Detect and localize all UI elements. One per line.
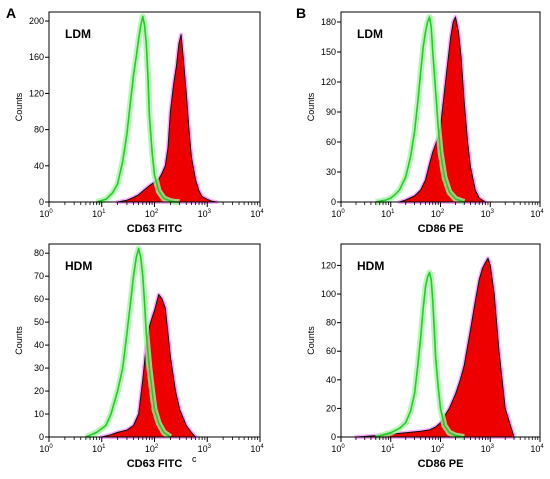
- x-tick-exponent: 1: [391, 209, 395, 215]
- y-axis-label: Counts: [14, 92, 24, 121]
- x-tick-label: 102: [431, 444, 445, 454]
- x-tick-label: 103: [198, 209, 212, 219]
- x-tick-exponent: 4: [260, 444, 264, 450]
- x-tick-label: 102: [145, 209, 159, 219]
- y-tick-label: 50: [34, 317, 44, 327]
- x-tick-exponent: 1: [102, 444, 106, 450]
- x-tick-label: 104: [250, 444, 264, 454]
- y-tick-label: 80: [326, 318, 336, 328]
- x-tick-label: 100: [331, 444, 345, 454]
- x-tick-exponent: 4: [540, 444, 544, 450]
- sample-label: HDM: [357, 259, 384, 273]
- x-tick-exponent: 4: [260, 209, 264, 215]
- x-tick-exponent: 3: [491, 444, 495, 450]
- x-tick-label: 104: [530, 209, 544, 219]
- control-histogram: [375, 271, 465, 438]
- x-tick-label: 104: [250, 209, 264, 219]
- x-tick-label: 103: [481, 444, 495, 454]
- y-tick-label: 120: [29, 88, 44, 98]
- x-tick-label: 101: [92, 444, 106, 454]
- control-histogram: [375, 16, 465, 203]
- x-tick-label: 104: [530, 444, 544, 454]
- panel-letter-b: B: [296, 5, 306, 21]
- x-tick-exponent: 3: [491, 209, 495, 215]
- y-tick-label: 30: [326, 167, 336, 177]
- x-tick-label: 103: [198, 444, 212, 454]
- x-tick-exponent: 2: [441, 444, 445, 450]
- x-tick-label: 100: [39, 209, 53, 219]
- x-tick-exponent: 4: [540, 209, 544, 215]
- control-histogram: [85, 247, 171, 438]
- y-tick-label: 120: [321, 77, 336, 87]
- x-tick-label: 102: [145, 444, 159, 454]
- y-tick-label: 40: [34, 161, 44, 171]
- y-tick-label: 60: [326, 346, 336, 356]
- x-tick-exponent: 1: [102, 209, 106, 215]
- y-tick-label: 180: [321, 17, 336, 27]
- x-axis-label: CD86 PE: [418, 223, 464, 235]
- panel-letter-a: A: [6, 5, 16, 21]
- x-tick-label: 100: [331, 209, 345, 219]
- x-tick-exponent: 0: [49, 444, 53, 450]
- y-tick-label: 20: [326, 403, 336, 413]
- x-tick-exponent: 0: [49, 209, 53, 215]
- y-tick-label: 40: [326, 375, 336, 385]
- y-tick-label: 0: [331, 197, 336, 207]
- stained-histogram: [355, 257, 515, 438]
- y-tick-label: 30: [34, 363, 44, 373]
- x-tick-exponent: 1: [391, 444, 395, 450]
- y-tick-label: 150: [321, 47, 336, 57]
- y-tick-label: 80: [34, 125, 44, 135]
- x-tick-label: 102: [431, 209, 445, 219]
- x-tick-label: 100: [39, 444, 53, 454]
- y-axis-label: Counts: [14, 326, 24, 355]
- y-tick-label: 10: [34, 409, 44, 419]
- y-tick-label: 60: [326, 137, 336, 147]
- x-tick-exponent: 0: [341, 209, 345, 215]
- y-axis-label: Counts: [306, 326, 316, 355]
- x-axis-label: CD86 PE: [418, 458, 464, 470]
- x-tick-exponent: 2: [155, 444, 159, 450]
- x-tick-label: 101: [381, 209, 395, 219]
- y-tick-label: 120: [321, 260, 336, 270]
- y-tick-label: 0: [331, 432, 336, 442]
- sample-label: LDM: [65, 27, 91, 41]
- sample-label: LDM: [357, 27, 383, 41]
- y-tick-label: 160: [29, 52, 44, 62]
- y-tick-label: 60: [34, 294, 44, 304]
- y-tick-label: 40: [34, 340, 44, 350]
- y-tick-label: 20: [34, 386, 44, 396]
- x-tick-exponent: 3: [208, 209, 212, 215]
- stained-histogram: [117, 34, 217, 203]
- x-tick-exponent: 2: [441, 209, 445, 215]
- x-tick-label: 101: [381, 444, 395, 454]
- x-tick-exponent: 2: [155, 209, 159, 215]
- y-axis-label: Counts: [306, 92, 316, 121]
- y-tick-label: 100: [321, 289, 336, 299]
- control-histogram: [96, 15, 180, 203]
- stray-mark: c: [192, 454, 197, 464]
- x-axis-label: CD63 FITC: [127, 458, 183, 470]
- x-tick-label: 103: [481, 209, 495, 219]
- sample-label: HDM: [65, 259, 92, 273]
- y-tick-label: 0: [39, 197, 44, 207]
- y-tick-label: 80: [34, 248, 44, 258]
- y-tick-label: 200: [29, 16, 44, 26]
- y-tick-label: 70: [34, 271, 44, 281]
- x-tick-exponent: 0: [341, 444, 345, 450]
- stained-histogram: [399, 16, 486, 203]
- y-tick-label: 90: [326, 107, 336, 117]
- y-tick-label: 0: [39, 432, 44, 442]
- x-axis-label: CD63 FITC: [127, 223, 183, 235]
- x-tick-label: 101: [92, 209, 106, 219]
- x-tick-exponent: 3: [208, 444, 212, 450]
